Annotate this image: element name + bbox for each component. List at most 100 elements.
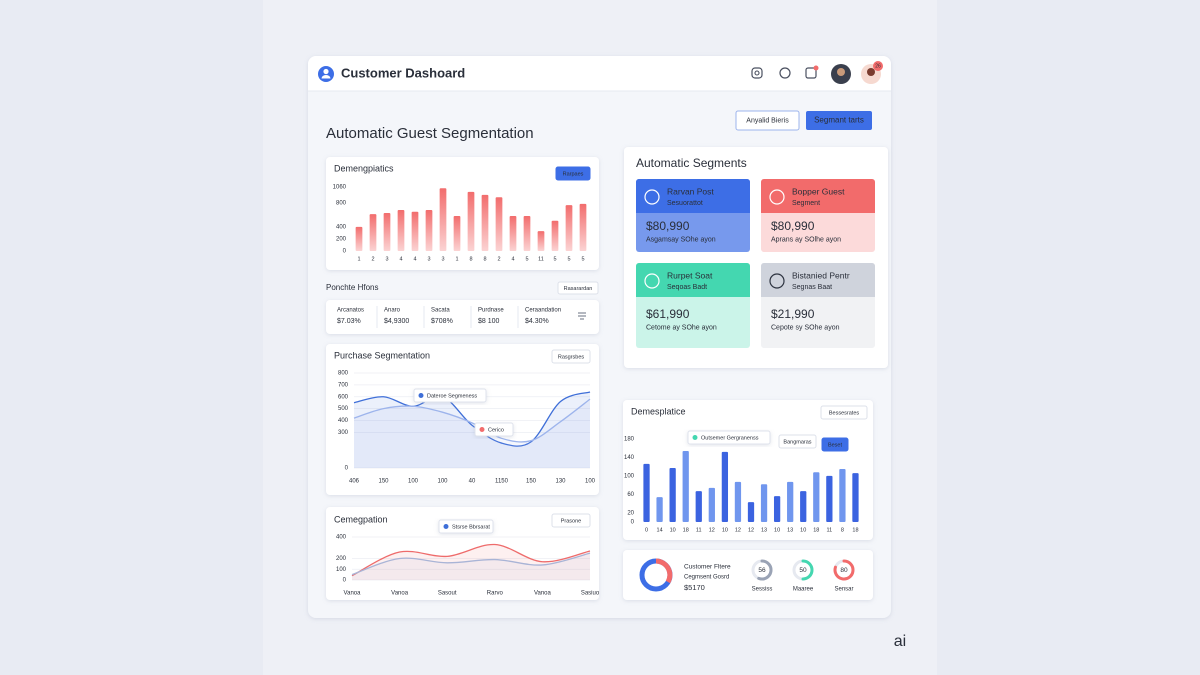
segment-icon: [644, 273, 660, 289]
x-tick-label: 11: [826, 527, 832, 533]
gauge-value: 50: [799, 567, 807, 574]
button[interactable]: [555, 166, 591, 181]
gauge-value: 80: [840, 567, 848, 574]
button-label: Segmant tarts: [814, 116, 864, 125]
tooltip-text: Outsemer Gergranenss: [701, 435, 759, 441]
button-label: Anyalid Bieris: [746, 117, 789, 124]
button[interactable]: [551, 513, 591, 528]
app-title: Customer Dashoard: [341, 65, 465, 80]
y-tick-label: 200: [336, 556, 347, 562]
x-tick-label: 13: [761, 527, 767, 533]
avatar-2-face: [867, 68, 875, 76]
logo-head: [323, 68, 329, 75]
x-tick-label: 5: [581, 256, 584, 262]
button[interactable]: [778, 434, 817, 449]
bar: [826, 475, 833, 522]
tooltip: [413, 388, 487, 403]
x-tick-label: 150: [526, 479, 537, 485]
icon-settings[interactable]: [779, 67, 791, 79]
stat-label: Arcanatos: [337, 308, 364, 314]
x-tick-label: 13: [787, 527, 793, 533]
button[interactable]: [551, 349, 591, 364]
y-tick-label: 0: [631, 520, 635, 526]
button[interactable]: [557, 281, 599, 295]
x-tick-label: 2: [371, 256, 374, 262]
button[interactable]: [821, 437, 849, 452]
x-tick-label: 14: [657, 527, 663, 533]
bar: [411, 211, 419, 251]
stat-value: $4,9300: [384, 318, 409, 325]
icon-notes[interactable]: [805, 67, 817, 79]
y-tick-label: 100: [336, 567, 347, 573]
x-tick-label: 12: [735, 527, 741, 533]
button-label: Rarpaes: [563, 171, 584, 177]
y-tick-label: 0: [345, 466, 349, 472]
card: [326, 507, 599, 600]
x-tick-label: 5: [525, 256, 528, 262]
bar: [682, 450, 689, 522]
segment-value: $61,990: [646, 307, 690, 321]
tooltip-dot: [443, 524, 449, 529]
x-tick-label: 18: [813, 527, 819, 533]
gauge-value: 56: [758, 567, 766, 574]
line: [353, 391, 591, 447]
y-tick-label: 800: [336, 200, 347, 206]
bar: [747, 502, 755, 522]
button-label: Bangmaras: [783, 439, 811, 445]
tooltip-dot: [479, 427, 485, 432]
y-tick-label: 1060: [333, 185, 347, 191]
button-primary[interactable]: [806, 111, 872, 130]
tooltip: [438, 519, 494, 534]
card: [326, 157, 599, 270]
line: [353, 398, 591, 443]
bar: [453, 215, 461, 251]
x-tick-label: 12: [709, 527, 715, 533]
tooltip: [687, 430, 771, 445]
panel-title: Automatic Segments: [636, 156, 747, 170]
y-tick-label: 600: [338, 394, 349, 400]
bar: [656, 497, 663, 522]
bar: [425, 209, 433, 251]
x-tick-label: 406: [349, 479, 360, 485]
x-tick-label: 4: [399, 256, 402, 262]
y-tick-label: 500: [338, 406, 349, 412]
segment-description: Cetome ay SOhe ayon: [646, 325, 717, 332]
icon-camera[interactable]: [751, 67, 763, 79]
bar: [495, 197, 503, 251]
y-tick-label: 140: [624, 455, 635, 461]
segment-description: Aprans ay SOlhe ayon: [771, 236, 841, 243]
x-tick-label: 18: [852, 527, 858, 533]
filter-value: $5170: [684, 583, 705, 592]
bar: [579, 203, 587, 251]
y-tick-label: 0: [343, 249, 347, 255]
bar: [813, 472, 820, 522]
tooltip-dot: [692, 435, 698, 440]
x-tick-label: Sasout: [438, 591, 457, 597]
bar: [839, 468, 846, 522]
y-tick-label: 400: [338, 418, 349, 424]
area: [354, 399, 590, 468]
x-tick-label: 0: [645, 527, 648, 533]
segment-subtitle: Segment: [792, 200, 820, 207]
x-tick-label: 40: [469, 479, 476, 485]
x-tick-label: 3: [441, 256, 444, 262]
bar: [708, 487, 715, 522]
button[interactable]: [820, 405, 868, 420]
card-title: Cemegpation: [334, 514, 388, 524]
stat-value: $708%: [431, 318, 453, 325]
segment-icon: [644, 189, 660, 205]
x-tick-label: 8: [483, 256, 486, 262]
logo-body: [321, 75, 331, 79]
x-tick-label: 10: [800, 527, 806, 533]
segment-name: Rarvan Post: [667, 186, 714, 196]
bar: [509, 215, 517, 251]
x-tick-label: 11: [696, 527, 702, 533]
avatar-1-face: [837, 68, 845, 76]
bar: [565, 205, 573, 251]
filter-icon[interactable]: [578, 312, 586, 320]
segment-icon: [769, 189, 785, 205]
segment-name: Bistanied Pentr: [792, 270, 850, 280]
button-outline[interactable]: [735, 110, 800, 131]
stat-label: Sacata: [431, 308, 450, 314]
